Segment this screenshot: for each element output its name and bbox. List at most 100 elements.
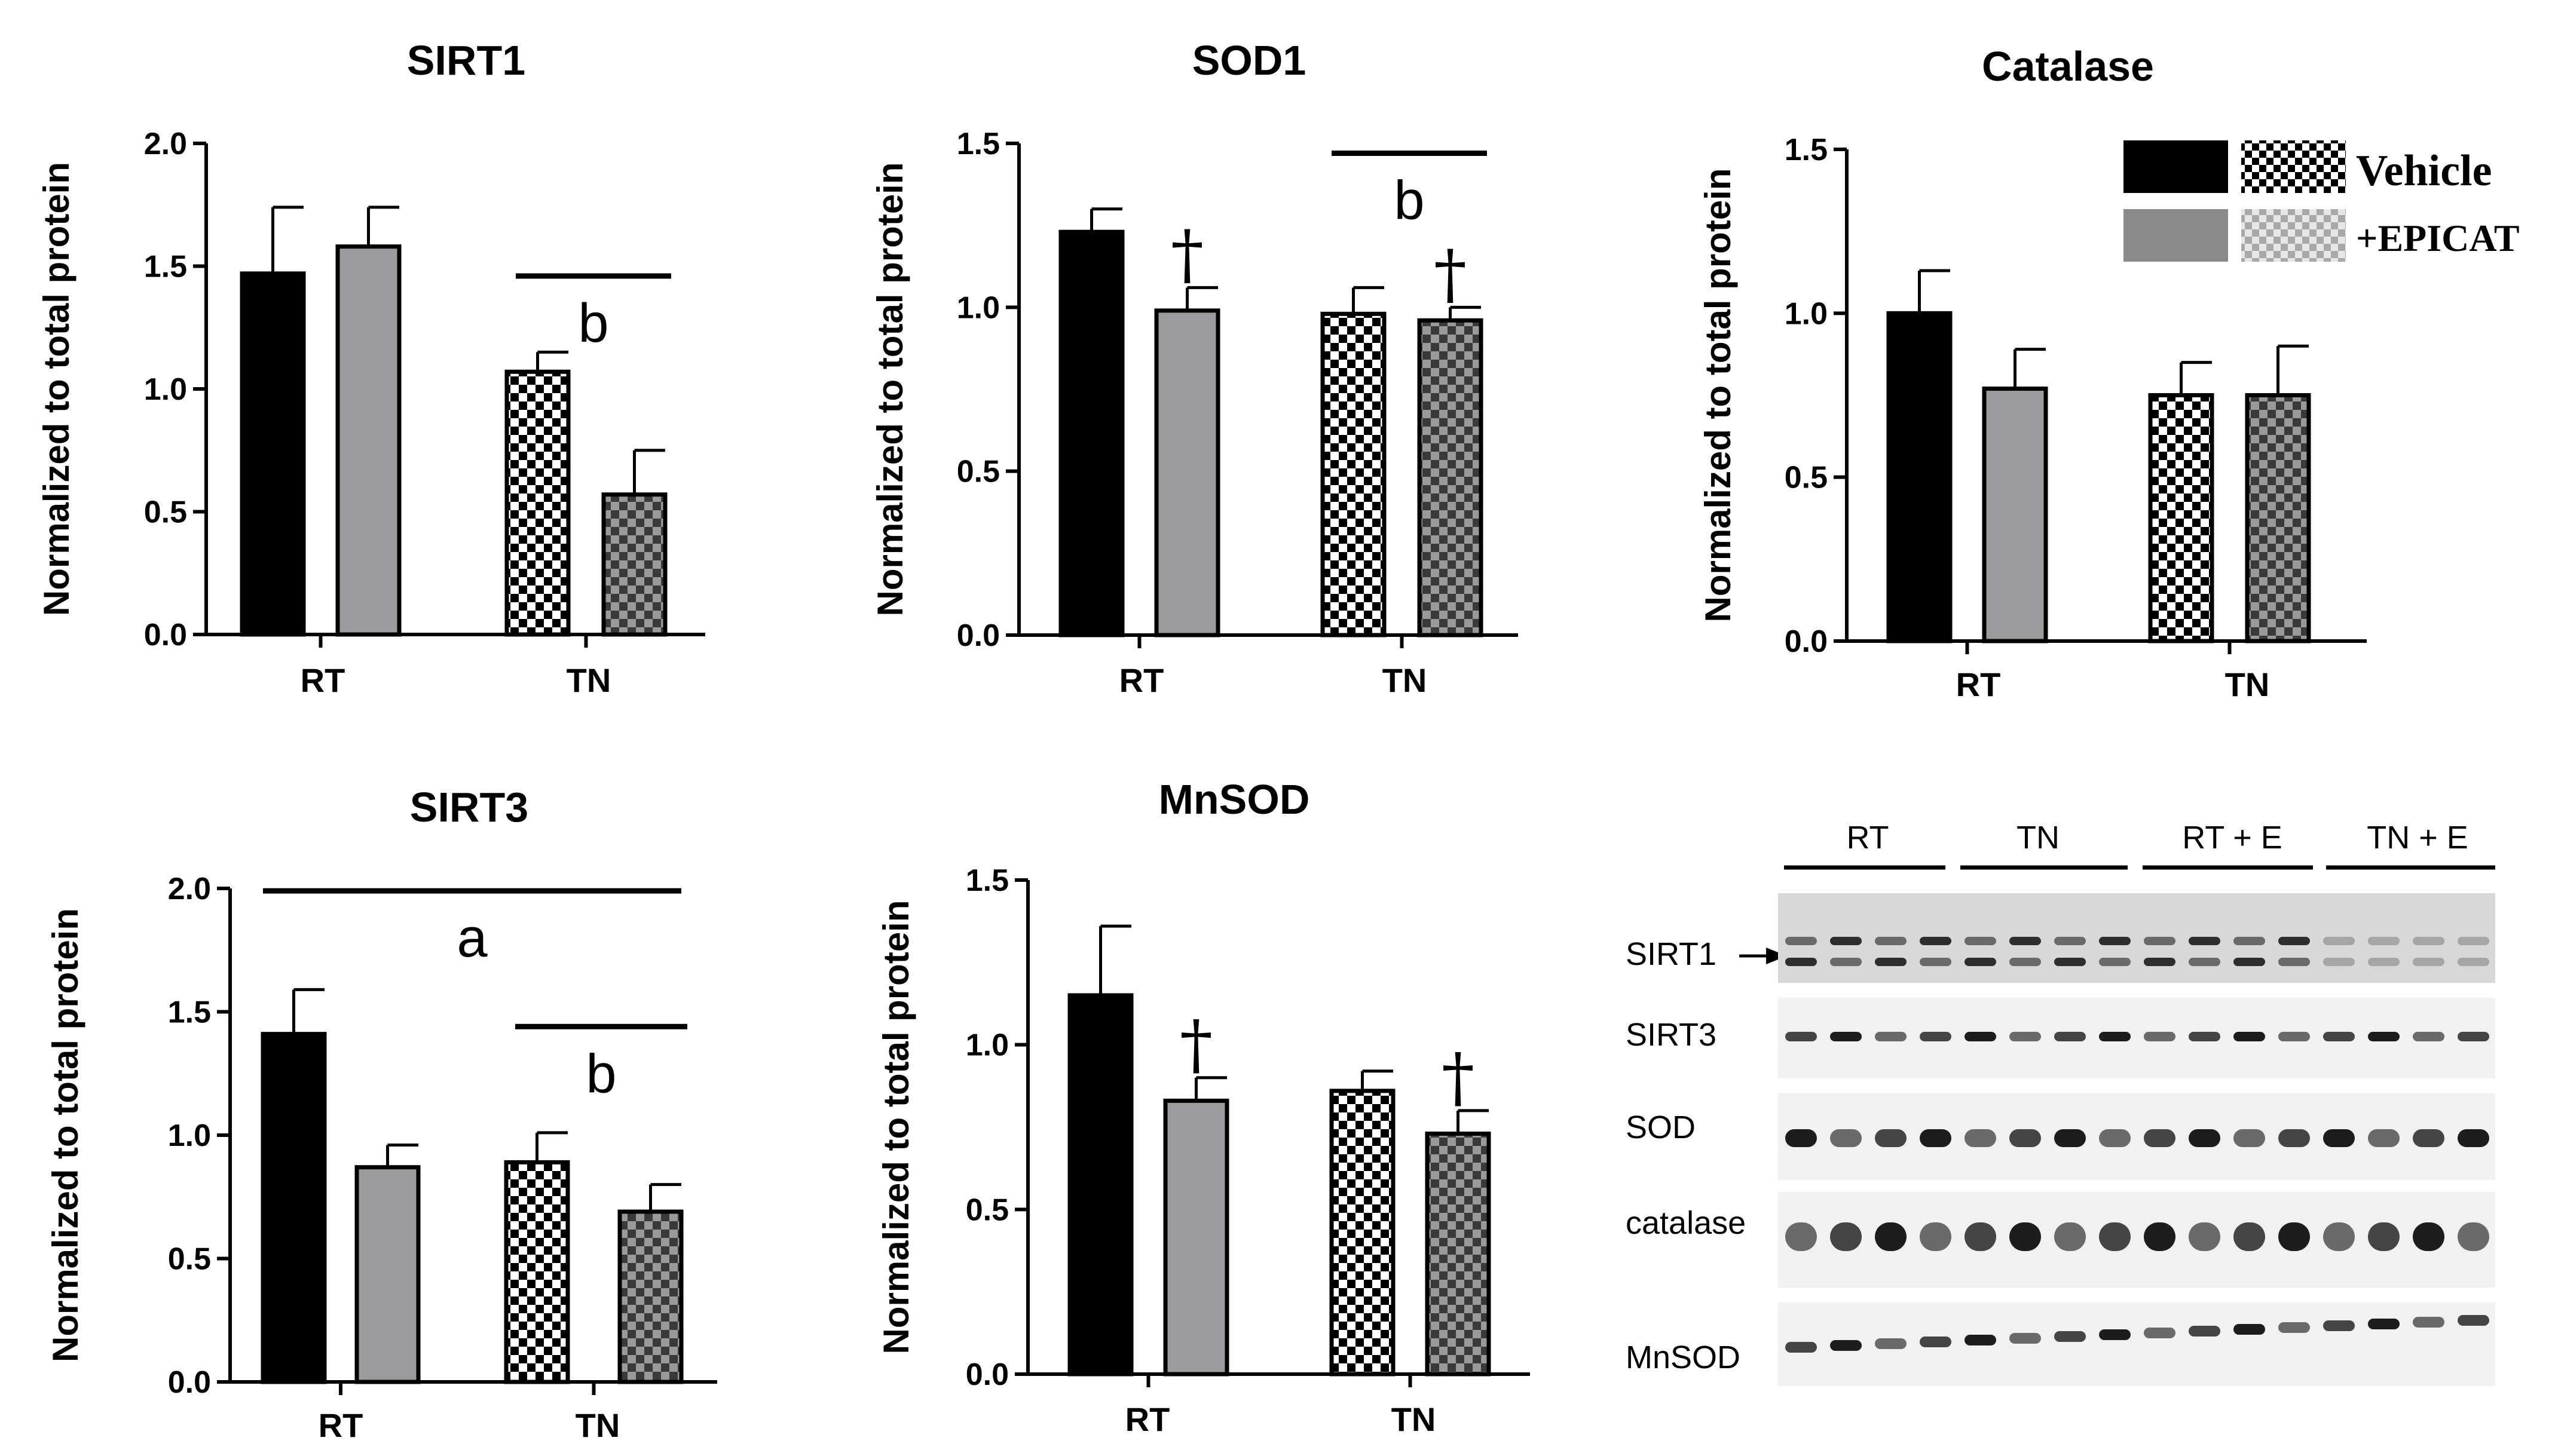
blot-band [2099,1129,2131,1147]
bar-rt-epicat [1163,1098,1229,1377]
bar-tn-epicat [601,492,668,637]
chart-sirt1: SIRT1 Normalized to total protein 0.0 0.5 1.… [36,37,705,699]
bar-tn-epicat [2245,393,2311,643]
y-tick-label: 0.5 [144,495,187,530]
chart-title: SIRT3 [410,784,528,830]
blot-band [2458,958,2489,966]
blot-band [2009,1129,2041,1147]
blot-band [2054,1129,2086,1147]
blot-band [2144,1032,2175,1041]
blot-band [2323,937,2355,945]
blot-band [2144,1328,2175,1338]
blot-band [2189,1032,2220,1041]
blot-row-label: catalase [1626,1205,1746,1241]
blot-band [2323,1320,2355,1331]
blot-band [1920,1337,1951,1347]
bar-rt-vehicle [240,271,306,637]
blot-band [1785,1129,1817,1147]
blot-band [2099,937,2131,945]
blot-group-label: RT + E [2182,820,2282,856]
x-category-label: RT [1956,666,2001,703]
bar-rt-epicat [335,244,402,637]
bar-tn-vehicle [504,369,571,637]
blot-band [1965,1129,1996,1147]
blot-band [2368,937,2400,945]
bar-rt-epicat [354,1165,421,1384]
y-axis-label: Normalized to total protein [45,908,85,1362]
blot-band [1830,1129,1862,1147]
chart-sod1: SOD1 Normalized to total protein 0.0 0.5 1.0… [870,37,1518,699]
y-tick-label: 1.5 [168,995,211,1030]
y-tick-label: 1.0 [1785,296,1828,331]
blot-band [2413,1222,2444,1251]
bar-rt-vehicle [261,1032,327,1384]
y-tick-label: 1.0 [144,372,187,407]
blot-band [1785,1342,1817,1353]
bar-tn-vehicle [1329,1089,1396,1377]
blot-band [1830,1032,1862,1041]
blot-band [2458,1222,2489,1251]
blot-band [2099,958,2131,966]
blot-band [2233,937,2265,945]
blot-band [2368,1032,2400,1041]
chart-mnsod: MnSOD Normalized to total protein 0.0 0.5 1.… [876,776,1530,1438]
blot-band [1830,1340,1862,1351]
blot-band [2323,1032,2355,1041]
y-tick-label: 1.5 [1785,133,1828,167]
y-tick-label: 0.0 [168,1365,211,1400]
bar-rt-vehicle [1067,993,1134,1377]
chart-title: SOD1 [1192,37,1306,84]
blot-band [1965,1335,1996,1345]
blot-band [1920,1129,1951,1147]
blot-band [2278,958,2310,966]
blot-band [1920,958,1951,966]
blot-row-label: MnSOD [1626,1339,1740,1375]
blot-band [2054,937,2086,945]
y-tick-label: 0.5 [168,1242,211,1277]
blot-band [1920,937,1951,945]
y-tick-label: 2.0 [144,127,187,161]
blot-band [1920,1222,1951,1251]
y-tick-label: 0.0 [144,618,187,652]
blot-band [1875,937,1907,945]
blot-band [2009,1032,2041,1041]
blot-group-label: RT [1846,820,1889,856]
blot-group-label: TN + E [2367,820,2468,856]
bar-rt-epicat [1982,387,2048,643]
blot-band [2323,1222,2355,1251]
blot-band [2144,1222,2175,1251]
y-axis-label: Normalized to total protein [870,162,910,616]
x-category-label: TN [2225,666,2270,703]
blot-row-label: SIRT1 [1626,936,1716,972]
blot-band [1875,1032,1907,1041]
x-category-label: TN [576,1406,620,1444]
bar-rt-vehicle [1886,311,1953,643]
blot-band [2458,1315,2489,1326]
bar-tn-vehicle [2148,393,2214,643]
significance-label: b [578,293,608,354]
blot-band [1965,937,1996,945]
blot-band [2278,937,2310,945]
blot-band [2189,958,2220,966]
blot-band [1785,937,1817,945]
legend-swatch-tn-vehicle [2241,140,2346,193]
blot-band [2233,958,2265,966]
dagger-mark: † [1434,235,1467,312]
y-tick-label: 1.0 [168,1118,211,1153]
blot-band [2054,1331,2086,1342]
blot-band [2099,1032,2131,1041]
blot-band [2413,1317,2444,1328]
blot-band [1830,958,1862,966]
chart-title: MnSOD [1159,776,1310,823]
bar-tn-epicat [1425,1132,1491,1377]
y-tick-label: 1.5 [957,127,1000,161]
blot-band [1920,1032,1951,1041]
blot-band [2278,1322,2310,1333]
blot-band [2144,958,2175,966]
blot-band [2458,1129,2489,1147]
bar-rt-epicat [1154,308,1220,637]
x-category-label: RT [1119,661,1164,699]
blot-row-label: SIRT3 [1626,1017,1716,1053]
blot-band [1965,1222,1996,1251]
blot-band [2278,1222,2310,1251]
